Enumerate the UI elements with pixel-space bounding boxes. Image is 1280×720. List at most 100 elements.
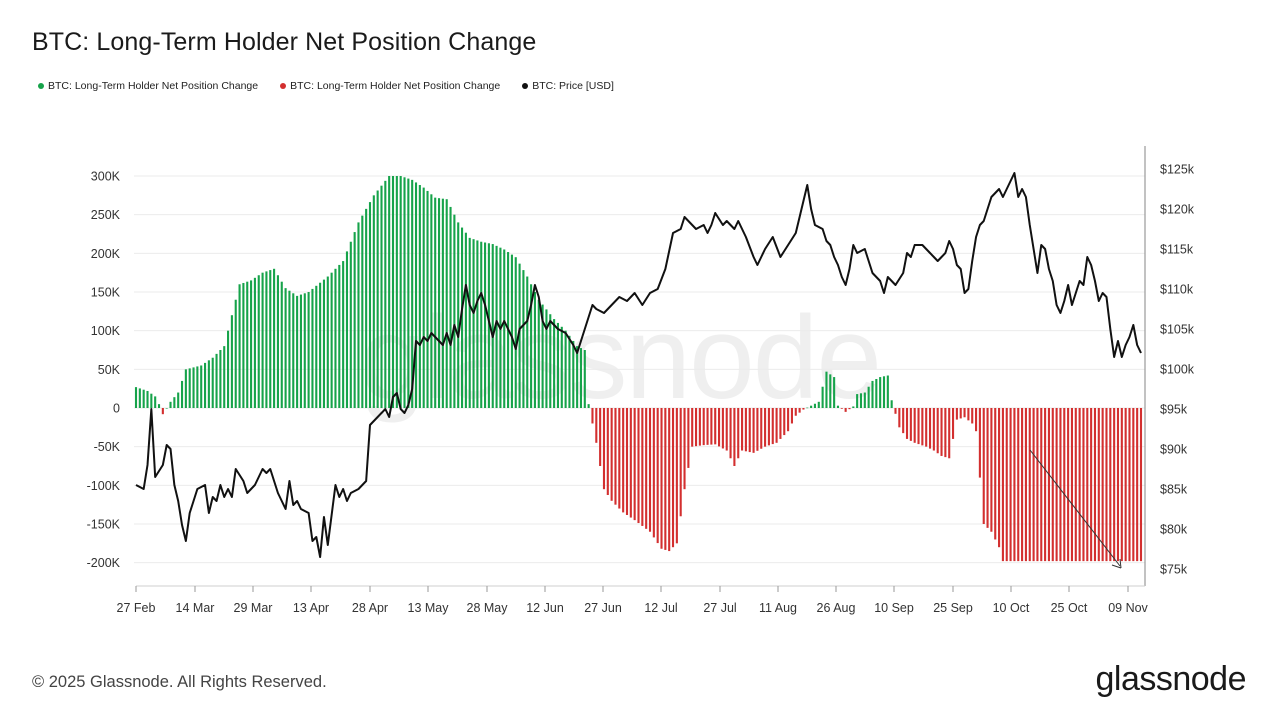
bar — [553, 319, 556, 408]
legend-label: BTC: Long-Term Holder Net Position Chang… — [48, 80, 259, 92]
bar — [955, 408, 958, 420]
bar — [234, 299, 237, 408]
bar — [541, 304, 544, 408]
bar — [698, 408, 701, 446]
bar — [806, 407, 809, 409]
bar — [257, 275, 260, 408]
bar — [1093, 408, 1097, 562]
bar — [437, 198, 441, 408]
bar — [250, 280, 253, 408]
annotation-arrow — [1029, 449, 1122, 569]
bar — [510, 254, 513, 408]
bar — [288, 290, 291, 408]
bar — [1074, 408, 1077, 562]
bar — [622, 408, 625, 513]
bar — [134, 387, 138, 408]
bar — [971, 408, 974, 424]
chart-plot: 300K 250K 200K 150K 100K 50K 0 -50K -100K -150K -2… — [87, 146, 1195, 615]
bar — [246, 281, 249, 408]
bar — [157, 404, 161, 408]
bar — [342, 261, 345, 408]
x-tick-label: 27 Jun — [584, 601, 622, 615]
bar — [848, 408, 851, 410]
arrow-shaft — [1029, 449, 1121, 567]
bar — [1078, 408, 1081, 562]
bar — [894, 408, 897, 414]
y-right-tick-label: $125k — [1160, 163, 1195, 177]
bar — [376, 190, 379, 408]
bar — [863, 392, 866, 408]
bar — [859, 393, 863, 408]
bar — [242, 282, 245, 408]
bar — [1059, 408, 1062, 562]
bar — [867, 386, 870, 408]
bar — [994, 408, 997, 540]
arrow-head — [1111, 558, 1122, 569]
x-tick-label: 10 Sep — [874, 601, 914, 615]
bar — [898, 408, 901, 428]
bar — [457, 222, 460, 408]
legend-item-ltH-positive[interactable]: BTC: Long-Term Holder Net Position Chang… — [38, 80, 258, 92]
bar — [353, 232, 356, 408]
bar — [334, 268, 337, 408]
grid-lines — [134, 175, 1145, 564]
bar — [487, 243, 490, 408]
bar — [391, 176, 395, 408]
bar — [395, 176, 398, 408]
y-left-tick-label: 50K — [98, 363, 121, 377]
bar — [1113, 408, 1116, 562]
x-tick-label: 26 Aug — [817, 601, 856, 615]
bar — [169, 401, 172, 408]
legend-item-price[interactable]: BTC: Price [USD] — [522, 80, 614, 92]
bar — [591, 408, 594, 424]
y-left-tick-label: 200K — [91, 247, 121, 261]
y-right-tick-label: $100k — [1160, 363, 1195, 377]
bar — [219, 350, 222, 408]
y-left-tick-label: 0 — [113, 402, 120, 416]
bar — [204, 362, 207, 408]
bar — [656, 408, 659, 544]
bar — [403, 177, 406, 408]
bar — [909, 408, 912, 441]
bar — [925, 408, 928, 447]
y-left-tick-label: -100K — [87, 479, 121, 493]
bar — [188, 368, 191, 408]
bar — [426, 190, 429, 408]
bar — [921, 408, 924, 446]
bar — [1040, 408, 1043, 562]
x-tick-label: 12 Jun — [526, 601, 564, 615]
bar — [180, 380, 184, 408]
bar — [729, 408, 732, 459]
bar — [817, 401, 820, 408]
bar — [833, 377, 836, 408]
bar — [407, 178, 410, 408]
bar — [576, 346, 579, 408]
bar — [365, 208, 368, 408]
bar — [361, 215, 364, 408]
bar — [1097, 408, 1100, 562]
bar — [767, 408, 770, 446]
bar — [802, 408, 805, 410]
y-right-tick-label: $115k — [1160, 243, 1194, 257]
bar — [886, 375, 889, 408]
bar — [411, 179, 414, 408]
legend-item-ltH-negative[interactable]: BTC: Long-Term Holder Net Position Chang… — [280, 80, 500, 92]
bar — [944, 408, 947, 458]
bar — [161, 408, 164, 415]
bar — [721, 408, 724, 449]
bar — [760, 408, 763, 449]
price-series — [135, 172, 1142, 558]
bar — [951, 408, 955, 439]
bar — [1024, 408, 1027, 562]
bar — [418, 185, 421, 408]
bar — [572, 340, 575, 408]
bar — [533, 292, 536, 408]
y-left-tick-label: -150K — [87, 518, 121, 532]
bar — [875, 379, 878, 408]
bar — [568, 335, 571, 408]
bar — [196, 366, 199, 408]
bar — [1005, 408, 1008, 562]
bar — [936, 408, 939, 454]
bar — [637, 408, 640, 524]
bar — [748, 408, 751, 453]
